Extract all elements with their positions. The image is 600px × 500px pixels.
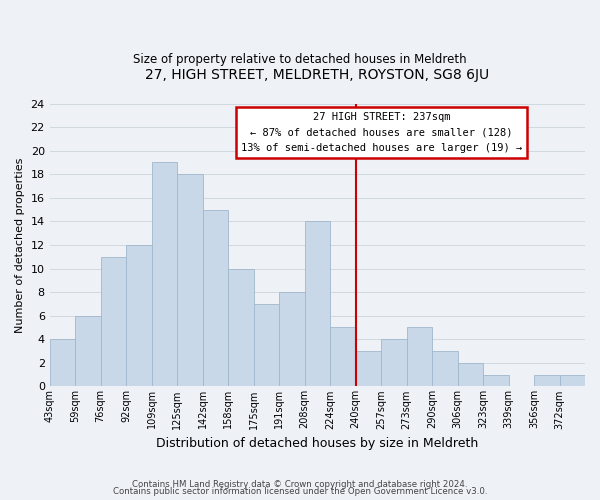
Bar: [356, 351, 381, 386]
Bar: [228, 268, 254, 386]
Bar: [126, 245, 152, 386]
Bar: [305, 222, 330, 386]
Bar: [458, 363, 483, 386]
Text: 27 HIGH STREET: 237sqm
← 87% of detached houses are smaller (128)
13% of semi-de: 27 HIGH STREET: 237sqm ← 87% of detached…: [241, 112, 522, 153]
Bar: [534, 374, 560, 386]
Bar: [50, 339, 75, 386]
Bar: [483, 374, 509, 386]
Bar: [75, 316, 101, 386]
Bar: [560, 374, 585, 386]
Bar: [203, 210, 228, 386]
Title: 27, HIGH STREET, MELDRETH, ROYSTON, SG8 6JU: 27, HIGH STREET, MELDRETH, ROYSTON, SG8 …: [145, 68, 490, 82]
Bar: [152, 162, 177, 386]
Text: Contains HM Land Registry data © Crown copyright and database right 2024.: Contains HM Land Registry data © Crown c…: [132, 480, 468, 489]
Bar: [381, 339, 407, 386]
Bar: [254, 304, 279, 386]
Bar: [330, 328, 356, 386]
Bar: [101, 256, 126, 386]
Bar: [407, 328, 432, 386]
Y-axis label: Number of detached properties: Number of detached properties: [15, 158, 25, 332]
X-axis label: Distribution of detached houses by size in Meldreth: Distribution of detached houses by size …: [156, 437, 478, 450]
Bar: [177, 174, 203, 386]
Bar: [279, 292, 305, 386]
Text: Size of property relative to detached houses in Meldreth: Size of property relative to detached ho…: [133, 52, 467, 66]
Text: Contains public sector information licensed under the Open Government Licence v3: Contains public sector information licen…: [113, 488, 487, 496]
Bar: [432, 351, 458, 386]
